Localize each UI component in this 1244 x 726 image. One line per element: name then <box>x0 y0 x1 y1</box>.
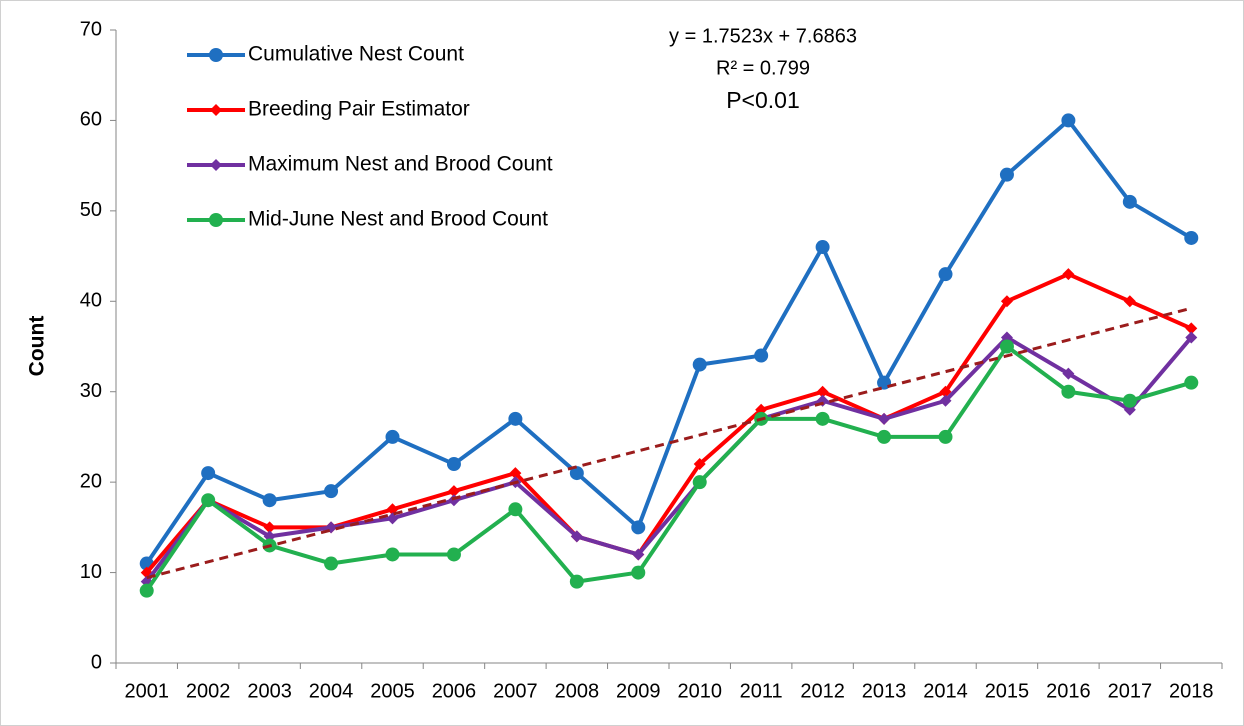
data-point <box>1000 295 1013 308</box>
x-tick-label: 2011 <box>740 680 783 702</box>
data-point <box>1122 194 1137 209</box>
y-tick-label: 50 <box>80 199 102 221</box>
series-line <box>145 344 1192 592</box>
data-point <box>1184 375 1199 390</box>
data-point <box>816 385 829 398</box>
legend-label: Cumulative Nest Count <box>248 43 464 66</box>
x-tick-label: 2001 <box>124 680 169 702</box>
data-point <box>386 512 399 525</box>
y-tick-label: 30 <box>80 380 102 402</box>
data-point <box>139 583 154 598</box>
data-point <box>938 429 953 444</box>
x-tick-label: 2018 <box>1169 680 1214 702</box>
x-tick-label: 2013 <box>862 680 907 702</box>
data-point <box>324 484 339 499</box>
x-tick-label: 2017 <box>1108 680 1153 702</box>
data-point <box>1061 384 1076 399</box>
legend-marker <box>209 48 223 62</box>
data-point <box>815 240 830 255</box>
data-point <box>693 458 706 471</box>
x-tick-label: 2016 <box>1046 680 1091 702</box>
data-point <box>815 411 830 426</box>
data-point <box>509 467 522 480</box>
x-tick-label: 2006 <box>432 680 477 702</box>
legend-marker <box>210 159 222 171</box>
y-tick-label: 70 <box>80 18 102 40</box>
data-point <box>1062 367 1075 380</box>
data-point <box>447 485 460 498</box>
data-point <box>939 385 952 398</box>
y-tick-label: 60 <box>80 109 102 131</box>
data-point <box>263 521 276 534</box>
data-point <box>878 412 891 425</box>
y-tick-label: 10 <box>80 561 102 583</box>
data-point <box>201 466 216 481</box>
y-tick-label: 20 <box>80 470 102 492</box>
x-tick-label: 2009 <box>616 680 661 702</box>
data-point <box>569 574 584 589</box>
data-point <box>446 547 461 562</box>
data-point <box>508 502 523 517</box>
data-point <box>877 429 892 444</box>
series-line <box>145 118 1193 565</box>
data-point <box>385 429 400 444</box>
x-tick-label: 2002 <box>186 680 231 702</box>
data-point <box>631 565 646 580</box>
data-point <box>1123 295 1136 308</box>
data-point <box>1185 322 1198 335</box>
data-point <box>631 520 646 535</box>
series-line <box>145 335 1193 583</box>
x-tick-label: 2007 <box>493 680 538 702</box>
data-point <box>1184 230 1199 245</box>
data-point <box>1122 393 1137 408</box>
data-point <box>262 493 277 508</box>
annotation: y = 1.7523x + 7.6863 <box>669 25 857 47</box>
data-point <box>385 547 400 562</box>
annotation: R² = 0.799 <box>716 57 810 79</box>
y-tick-label: 40 <box>80 290 102 312</box>
data-point <box>1061 113 1076 128</box>
data-point <box>999 339 1014 354</box>
data-point <box>508 411 523 426</box>
x-tick-label: 2015 <box>985 680 1030 702</box>
x-tick-label: 2004 <box>309 680 354 702</box>
x-tick-label: 2005 <box>370 680 415 702</box>
y-tick-label: 0 <box>91 651 102 673</box>
data-point <box>632 548 645 561</box>
data-point <box>1185 331 1198 344</box>
legend-marker <box>210 104 222 116</box>
data-point <box>999 167 1014 182</box>
annotation: P<0.01 <box>726 87 800 113</box>
legend-label: Mid-June Nest and Brood Count <box>248 208 548 231</box>
x-tick-label: 2008 <box>555 680 600 702</box>
legend-label: Breeding Pair Estimator <box>248 98 470 121</box>
data-point <box>1062 268 1075 281</box>
x-tick-label: 2010 <box>677 680 722 702</box>
data-point <box>938 267 953 282</box>
y-axis-label: Count <box>26 316 49 377</box>
data-point <box>692 475 707 490</box>
data-point <box>570 530 583 543</box>
data-point <box>201 493 216 508</box>
data-point <box>324 556 339 571</box>
data-point <box>446 457 461 472</box>
data-point <box>939 394 952 407</box>
data-point <box>569 466 584 481</box>
x-tick-label: 2003 <box>247 680 292 702</box>
data-point <box>692 357 707 372</box>
x-tick-label: 2012 <box>800 680 845 702</box>
legend-marker <box>209 213 223 227</box>
x-tick-label: 2014 <box>923 680 968 702</box>
legend-label: Maximum Nest and Brood Count <box>248 153 553 176</box>
data-point <box>754 348 769 363</box>
